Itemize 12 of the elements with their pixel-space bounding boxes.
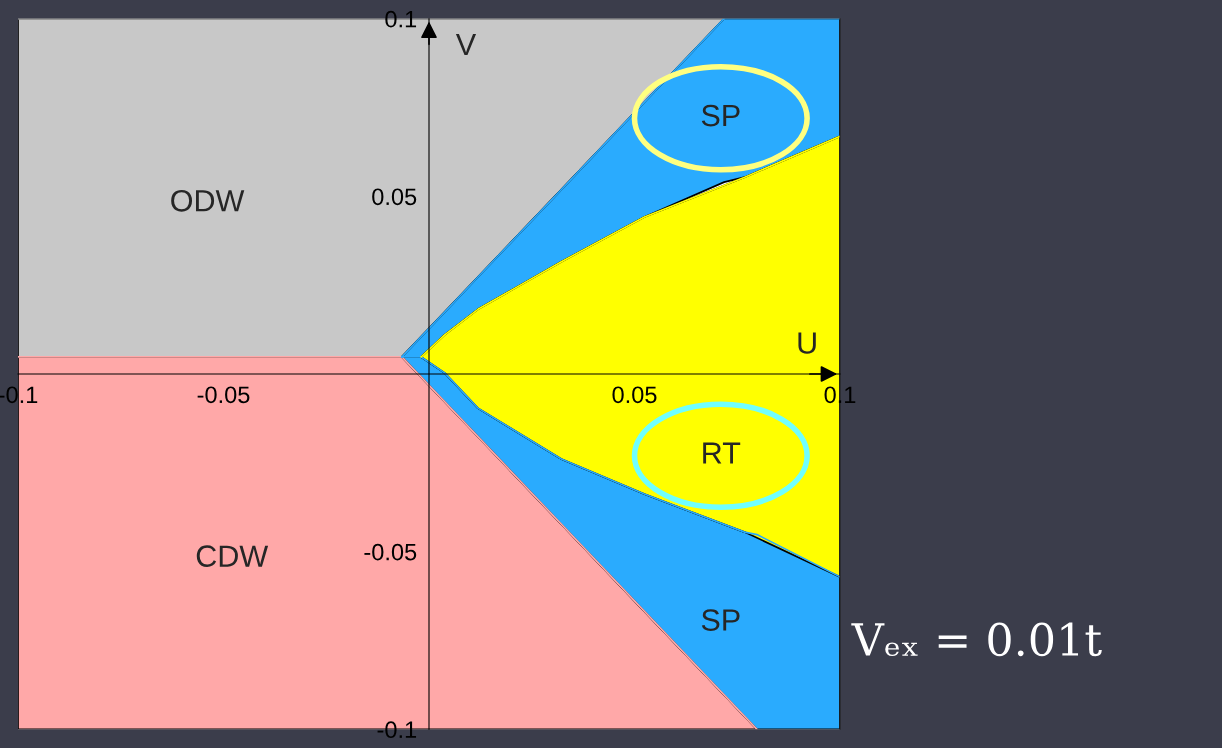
annotation: CDW (196, 545, 269, 567)
annotation: ODW (171, 190, 245, 212)
annotation: SP (701, 609, 740, 631)
x-axis-title: U (798, 332, 816, 354)
annotation: RT (703, 442, 741, 464)
y-axis-title: V (455, 33, 477, 55)
x-tick-label: 0.05 (612, 386, 657, 404)
annotation: SP (701, 104, 740, 127)
text: Vₑₓ = 0.01t (851, 622, 1102, 657)
x-tick-label: -0.05 (197, 386, 250, 404)
y-tick-label: -0.05 (364, 543, 417, 561)
y-tick-label: 0.05 (372, 188, 417, 206)
